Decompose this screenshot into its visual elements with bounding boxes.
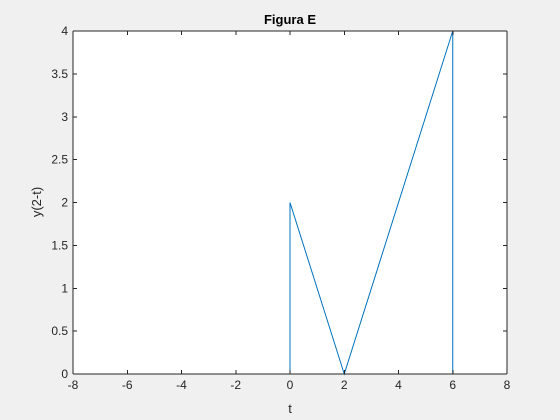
x-tick-label: -6 xyxy=(122,378,133,392)
y-tick-label: 3 xyxy=(61,110,68,124)
x-tick-label: -8 xyxy=(68,378,79,392)
y-tick-label: 0 xyxy=(61,367,68,381)
y-tick-label: 1.5 xyxy=(51,238,68,252)
x-axis-title: t xyxy=(288,401,292,416)
x-tick-label: 4 xyxy=(395,378,402,392)
y-tick-label: 4 xyxy=(61,24,68,38)
x-tick-layer: -8 -6 -4 -2 0 2 4 6 8 xyxy=(68,31,511,392)
y-tick-label: 2.5 xyxy=(51,153,68,167)
y-axis-title: y(2-t) xyxy=(29,187,44,217)
chart-title: Figura E xyxy=(264,12,316,27)
y-tick-label: 3.5 xyxy=(51,67,68,81)
x-tick-label: -2 xyxy=(230,378,241,392)
y-tick-label: 2 xyxy=(61,196,68,210)
x-tick-label: 6 xyxy=(449,378,456,392)
x-tick-label: 8 xyxy=(504,378,511,392)
x-tick-label: -4 xyxy=(176,378,187,392)
x-tick-label: 0 xyxy=(287,378,294,392)
y-tick-layer: 0 0.5 1 1.5 2 2.5 3 3.5 4 xyxy=(51,24,507,381)
y-tick-label: 0.5 xyxy=(51,324,68,338)
y-tick-label: 1 xyxy=(61,281,68,295)
x-tick-label: 2 xyxy=(341,378,348,392)
